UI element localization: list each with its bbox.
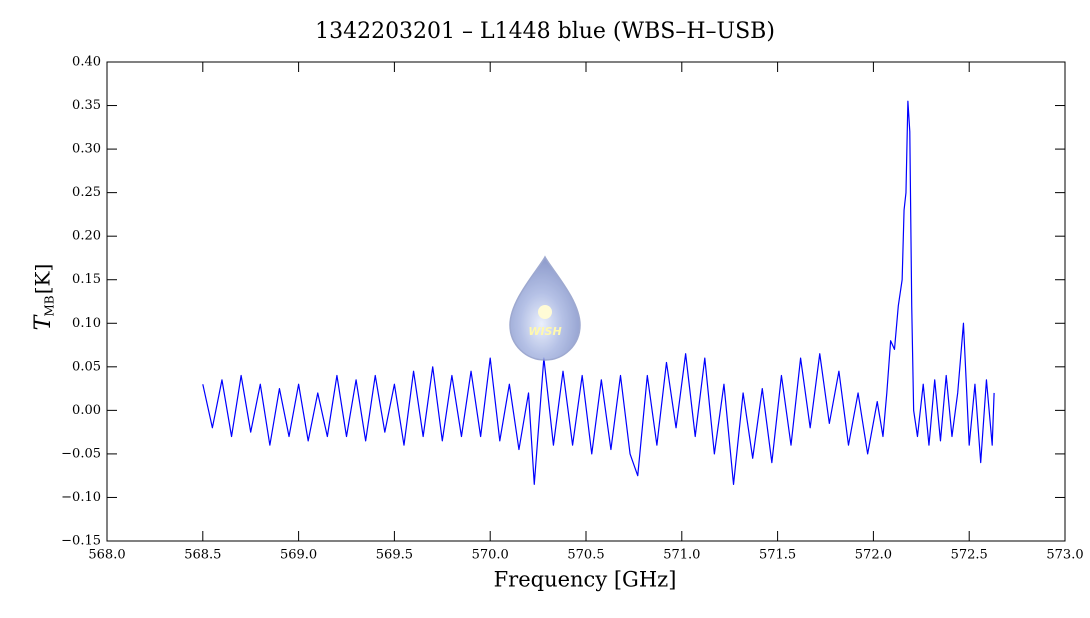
y-label-unit: [K] — [31, 264, 55, 295]
y-tick-label: 0.05 — [72, 359, 101, 374]
y-tick-label: 0.35 — [72, 98, 101, 113]
x-tick-label: 569.5 — [376, 548, 413, 563]
plot-area — [202, 100, 995, 485]
watermark: WISH — [509, 255, 581, 361]
chart-title: 1342203201 – L1448 blue (WBS–H–USB) — [315, 19, 775, 44]
x-axis-label: Frequency [GHz] — [494, 568, 677, 592]
y-tick-label: −0.10 — [61, 490, 101, 505]
y-tick-label: 0.30 — [72, 142, 101, 157]
y-tick-label: −0.05 — [61, 446, 101, 461]
x-tick-label: 571.0 — [663, 548, 700, 563]
watermark-star — [538, 305, 552, 319]
x-tick-label: 571.5 — [759, 548, 796, 563]
x-tick-label: 570.0 — [472, 548, 509, 563]
y-tick-label: 0.20 — [72, 229, 101, 244]
y-tick-label: −0.15 — [61, 534, 101, 549]
y-tick-label: 0.25 — [72, 185, 101, 200]
spectrum-line — [202, 100, 995, 485]
y-tick-label: 0.10 — [72, 316, 101, 331]
y-label-main: T — [31, 313, 56, 330]
y-axis-label: T MB [K] — [31, 264, 57, 331]
x-tick-label: 572.5 — [951, 548, 988, 563]
y-tick-label: 0.40 — [72, 55, 101, 70]
y-tick-label: 0.00 — [72, 403, 101, 418]
y-tick-label: 0.15 — [72, 272, 101, 287]
y-label-sub: MB — [43, 295, 57, 316]
x-tick-label: 569.0 — [280, 548, 317, 563]
x-tick-label: 568.0 — [88, 548, 125, 563]
x-tick-label: 572.0 — [855, 548, 892, 563]
x-tick-label: 570.5 — [567, 548, 604, 563]
plot-frame — [106, 61, 1066, 542]
x-tick-label: 573.0 — [1046, 548, 1083, 563]
watermark-text: WISH — [528, 325, 561, 338]
x-tick-label: 568.5 — [184, 548, 221, 563]
